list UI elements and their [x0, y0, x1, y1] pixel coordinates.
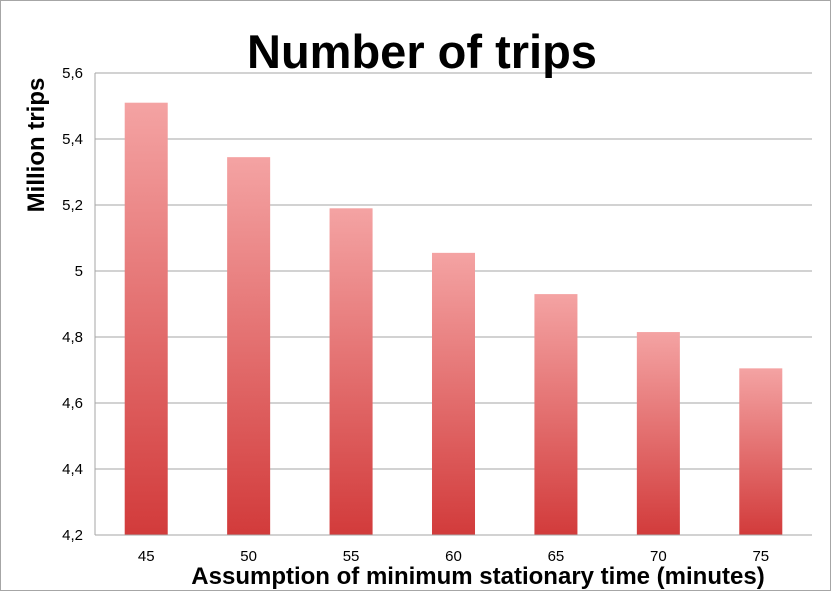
y-tick-label: 5,2: [62, 197, 83, 214]
x-tick-label: 65: [548, 548, 565, 565]
bar-45: [124, 102, 168, 535]
x-tick-label: 60: [445, 548, 462, 565]
x-tick-label: 55: [343, 548, 360, 565]
x-tick-label: 45: [138, 548, 155, 565]
y-tick-label: 4,2: [62, 527, 83, 544]
bars: [124, 102, 783, 536]
y-tick-label: 5: [75, 263, 83, 280]
chart-title: Number of trips: [247, 25, 597, 78]
x-tick-label: 75: [752, 548, 769, 565]
bar-55: [329, 208, 373, 536]
y-tick-labels: 4,2 4,4 4,6 4,8 5 5,2 5,4 5,6: [62, 65, 83, 544]
bar-65: [534, 294, 578, 535]
axes: [94, 73, 812, 536]
y-tick-label: 5,6: [62, 65, 83, 82]
x-tick-label: 50: [240, 548, 257, 565]
y-tick-label: 4,8: [62, 329, 83, 346]
x-tick-labels: 45 50 55 60 65 70 75: [138, 548, 769, 565]
bar-70: [636, 332, 680, 535]
bar-60: [431, 252, 476, 535]
y-axis-title: Million trips: [23, 78, 50, 213]
y-tick-label: 4,6: [62, 395, 83, 412]
y-tick-label: 5,4: [62, 131, 83, 148]
x-tick-label: 70: [650, 548, 667, 565]
y-tick-label: 4,4: [62, 461, 83, 478]
bar-75: [739, 368, 783, 535]
x-axis-title: Assumption of minimum stationary time (m…: [191, 563, 764, 590]
bar-50: [227, 157, 271, 535]
